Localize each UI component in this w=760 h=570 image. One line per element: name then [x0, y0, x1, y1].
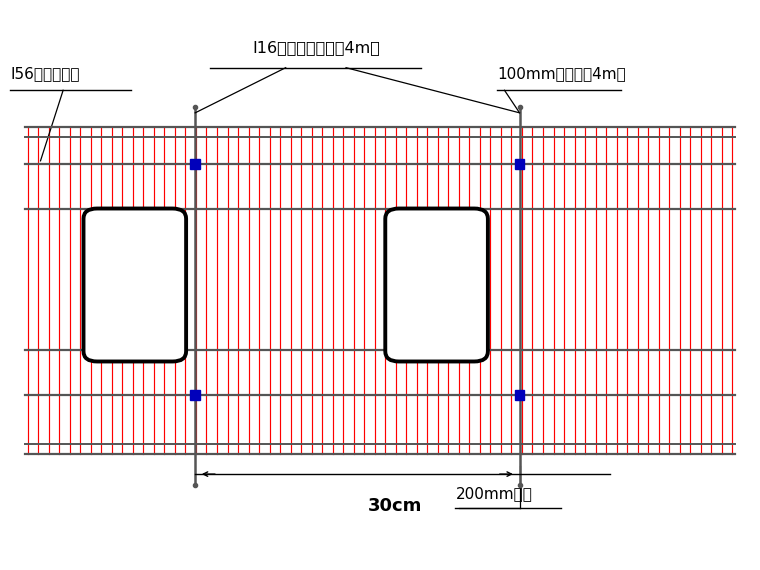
Text: I56工字钢主梁: I56工字钢主梁	[11, 66, 80, 81]
Text: 200mm砂箱: 200mm砂箱	[455, 486, 532, 502]
Text: 100mm穿心棒（4m）: 100mm穿心棒（4m）	[497, 66, 625, 81]
Bar	[515, 390, 524, 400]
FancyBboxPatch shape	[385, 209, 488, 361]
FancyBboxPatch shape	[84, 209, 186, 361]
Text: 30cm: 30cm	[368, 496, 423, 515]
Text: I16工字钢分配梁（4m）: I16工字钢分配梁（4m）	[252, 40, 380, 55]
Bar	[515, 158, 524, 169]
Bar	[190, 158, 200, 169]
Bar	[190, 390, 200, 400]
